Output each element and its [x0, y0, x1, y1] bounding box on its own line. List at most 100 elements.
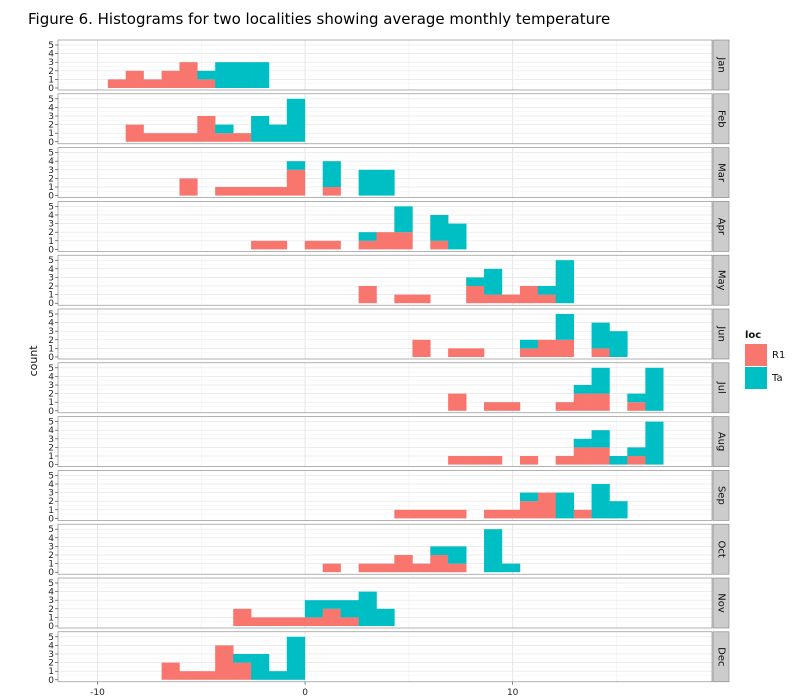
- legend-title: loc: [745, 330, 761, 341]
- bar-r1-may: [466, 286, 485, 304]
- bar-ta-jun: [519, 339, 539, 349]
- panel-border: [57, 39, 713, 91]
- y-tick-label: 2: [48, 605, 54, 615]
- facet-strip: [712, 147, 730, 198]
- facet-strip-label: Apr: [716, 218, 727, 236]
- legend-key-ta: [745, 367, 767, 389]
- y-tick-label: 3: [48, 381, 54, 391]
- bar-r1-jul: [484, 402, 503, 411]
- y-tick-label: 5: [48, 202, 54, 212]
- bar-r1-nov: [268, 617, 288, 626]
- facet-strip-label: Mar: [716, 163, 727, 183]
- bar-r1-mar: [233, 187, 252, 196]
- bar-r1-dec: [215, 645, 234, 680]
- facet-strip: [712, 39, 730, 91]
- y-tick-label: 4: [48, 103, 54, 113]
- bar-r1-oct: [394, 555, 413, 573]
- y-tick-label: 5: [48, 418, 54, 428]
- y-tick-label: 3: [48, 435, 54, 445]
- bar-ta-may: [537, 286, 556, 295]
- y-tick-label: 2: [48, 551, 54, 561]
- bar-r1-feb: [233, 133, 252, 142]
- y-tick-label: 5: [48, 525, 54, 535]
- facet-strip: [712, 254, 730, 306]
- bar-r1-apr: [358, 240, 377, 250]
- bar-r1-sep: [394, 509, 413, 519]
- bar-ta-apr: [448, 223, 467, 250]
- bar-ta-jul: [627, 393, 646, 403]
- bar-r1-may: [484, 294, 503, 304]
- bar-r1-dec: [179, 671, 198, 680]
- y-tick-label: 0: [48, 514, 54, 524]
- bar-r1-jun: [591, 348, 610, 357]
- y-tick-label: 3: [48, 489, 54, 499]
- x-tick-label: 0: [302, 688, 308, 698]
- bar-ta-may: [555, 260, 575, 304]
- legend-label-r1: R1: [772, 350, 785, 361]
- bar-ta-jan: [233, 62, 252, 88]
- y-tick-label: 3: [48, 112, 54, 122]
- bar-r1-may: [394, 294, 413, 304]
- bar-r1-feb: [215, 133, 234, 142]
- panel-background: [58, 631, 712, 682]
- bar-r1-apr: [268, 240, 288, 250]
- bar-ta-nov: [358, 591, 377, 626]
- bar-ta-jun: [591, 322, 610, 349]
- bar-r1-jul: [627, 402, 646, 411]
- y-tick-label: 4: [48, 534, 54, 544]
- bar-r1-apr: [394, 232, 413, 250]
- y-tick-label: 1: [48, 560, 54, 570]
- figure-title: Figure 6. Histograms for two localities …: [28, 10, 611, 28]
- bar-r1-sep: [537, 492, 556, 519]
- bar-ta-feb: [215, 124, 234, 134]
- bar-r1-oct: [358, 563, 377, 573]
- bar-r1-jul: [501, 402, 521, 411]
- bar-r1-jul: [555, 402, 575, 411]
- y-tick-label: 5: [48, 579, 54, 589]
- bar-ta-aug: [591, 430, 610, 448]
- y-tick-label: 2: [48, 390, 54, 400]
- y-tick-label: 1: [48, 183, 54, 193]
- facet-strip-label: May: [716, 270, 727, 291]
- bar-r1-apr: [251, 240, 270, 250]
- y-tick-label: 4: [48, 480, 54, 490]
- bar-ta-aug: [645, 421, 664, 465]
- y-tick-label: 4: [48, 265, 54, 275]
- y-tick-label: 0: [48, 138, 54, 148]
- bar-r1-jul: [573, 393, 592, 411]
- bar-r1-jan: [161, 70, 180, 88]
- bar-r1-oct: [412, 563, 431, 573]
- bar-r1-oct: [430, 555, 449, 573]
- bar-r1-dec: [233, 662, 252, 680]
- y-tick-label: 0: [48, 676, 54, 686]
- legend-label-ta: Ta: [771, 373, 783, 384]
- y-tick-label: 4: [48, 588, 54, 598]
- bar-r1-jun: [537, 339, 556, 357]
- bar-r1-dec: [161, 662, 180, 680]
- y-tick-label: 0: [48, 299, 54, 309]
- bar-r1-nov: [233, 608, 252, 626]
- y-tick-label: 0: [48, 622, 54, 632]
- bar-ta-jan: [251, 62, 270, 88]
- facet-strip-label: Dec: [716, 647, 727, 666]
- bar-ta-dec: [286, 636, 306, 680]
- facet-strip: [712, 201, 730, 252]
- y-tick-label: 4: [48, 50, 54, 60]
- bar-ta-jul: [573, 385, 592, 394]
- y-tick-label: 5: [48, 256, 54, 266]
- panel-border: [57, 201, 713, 252]
- y-tick-label: 3: [48, 273, 54, 283]
- bar-r1-may: [519, 286, 539, 304]
- y-tick-label: 5: [48, 41, 54, 51]
- y-tick-label: 5: [48, 149, 54, 159]
- bar-r1-dec: [197, 671, 216, 680]
- facet-strip: [712, 308, 730, 360]
- y-tick-label: 0: [48, 568, 54, 578]
- bar-ta-sep: [555, 492, 575, 519]
- y-tick-label: 3: [48, 220, 54, 230]
- y-tick-label: 3: [48, 166, 54, 176]
